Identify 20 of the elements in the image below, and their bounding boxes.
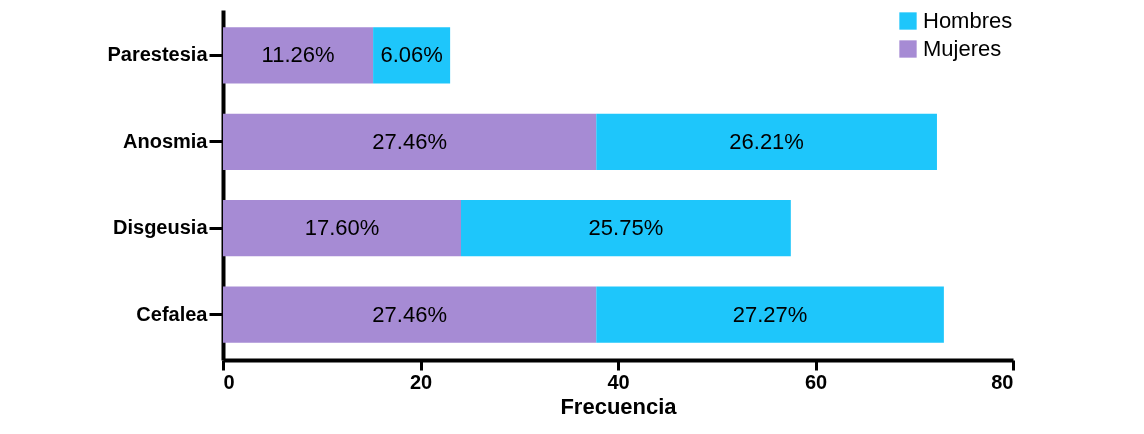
x-tick-label: 40 — [607, 370, 630, 393]
x-tick-label: 0 — [223, 370, 235, 393]
y-tick-label: Disgeusia — [113, 216, 209, 239]
legend-label: Hombres — [923, 8, 1013, 33]
x-tick-label: 80 — [991, 370, 1014, 393]
x-axis-title: Frecuencia — [560, 393, 678, 419]
x-tick-label: 20 — [409, 370, 433, 393]
y-tick-label: Parestesia — [107, 43, 209, 66]
annotation: 26.21% — [729, 128, 804, 154]
annotation: 27.27% — [732, 301, 808, 327]
annotation: 11.26% — [261, 42, 335, 68]
x-tick-label: 60 — [804, 370, 828, 393]
annotation: 17.60% — [304, 215, 380, 241]
annotation: 25.75% — [588, 215, 664, 241]
y-tick-label: Cefalea — [136, 302, 209, 325]
y-tick-label: Anosmia — [123, 129, 209, 152]
annotation: 27.46% — [372, 128, 447, 154]
annotation: 27.46% — [372, 301, 447, 327]
annotation: 6.06% — [380, 42, 443, 68]
legend-label: Mujeres — [923, 36, 1002, 61]
